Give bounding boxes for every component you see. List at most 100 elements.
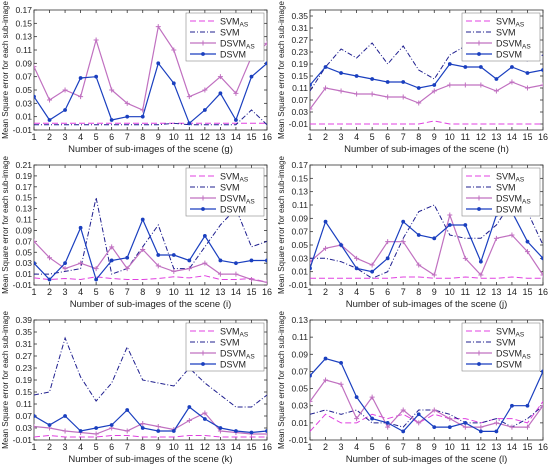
legend-marker (201, 52, 205, 56)
y-tick-label: 0.05 (15, 247, 32, 257)
x-tick-label: 7 (401, 287, 406, 297)
x-tick-label: 3 (339, 442, 344, 452)
data-point-marker (431, 272, 437, 278)
y-tick-label: 0.07 (15, 411, 32, 421)
series-line-svm-as (310, 276, 543, 279)
data-point-marker (187, 405, 192, 409)
data-point-marker (478, 65, 483, 69)
y-tick-label: 0.07 (15, 236, 32, 246)
data-point-marker (202, 260, 208, 266)
x-tick-label: 5 (370, 287, 375, 297)
y-tick-label: 0.35 (15, 327, 32, 337)
data-point-marker (339, 243, 343, 247)
data-point-marker (385, 420, 390, 425)
y-tick-label: 0.21 (15, 160, 32, 170)
data-point-marker (124, 266, 130, 272)
legend-label: SVMAS (220, 327, 249, 339)
x-tick-label: 6 (385, 287, 390, 297)
y-tick-label: 0.15 (15, 18, 32, 28)
x-tick-label: 6 (385, 442, 390, 452)
series-line-dsvm-as (34, 412, 267, 435)
y-tick-label: -0.01 (289, 435, 309, 445)
legend-marker (477, 52, 481, 56)
data-point-marker (233, 90, 239, 96)
x-axis-label: Number of sub-images of the scene (i) (70, 299, 232, 310)
data-point-marker (525, 239, 530, 244)
y-tick-label: 0.03 (15, 98, 32, 108)
data-point-marker (186, 418, 192, 423)
chart-panel-2: -0.01 0.03 0.07 0.11 0.15 0.19 0.23 0.27 0.31 0.3… (277, 1, 548, 155)
y-tick-label: -0.01 (13, 125, 33, 135)
x-tick-label: 7 (401, 442, 406, 452)
x-axis-label: Number of sub-images of the scene (j) (346, 299, 508, 310)
data-point-marker (385, 80, 390, 84)
x-tick-label: 1 (307, 442, 312, 452)
data-point-marker (462, 424, 468, 430)
data-point-marker (416, 86, 421, 90)
data-point-marker (385, 256, 390, 261)
data-point-marker (323, 219, 328, 224)
x-tick-label: 14 (507, 287, 517, 297)
data-point-marker (540, 82, 543, 88)
data-point-marker (524, 85, 530, 91)
data-point-marker (493, 420, 499, 426)
data-point-marker (525, 403, 530, 408)
data-point-marker (171, 81, 176, 86)
x-tick-label: 11 (185, 442, 194, 452)
data-point-marker (478, 82, 484, 88)
data-point-marker (338, 88, 344, 94)
data-point-marker (47, 118, 52, 122)
legend-label: DSVM (220, 360, 246, 370)
y-tick-label: 0.15 (291, 173, 308, 183)
data-point-marker (109, 244, 115, 250)
data-point-marker (385, 239, 391, 245)
legend-label: DSVM (496, 360, 522, 370)
series-line-svm-as (310, 401, 543, 432)
data-point-marker (34, 94, 36, 99)
y-tick-label: 0.03 (291, 107, 308, 117)
legend-marker (476, 350, 482, 356)
data-point-marker (416, 420, 422, 426)
data-point-marker (234, 429, 238, 433)
data-point-marker (524, 424, 530, 430)
data-point-marker (93, 37, 99, 43)
y-tick-label: 0.11 (16, 45, 32, 55)
y-tick-label: 0.09 (291, 213, 308, 223)
data-point-marker (432, 425, 437, 430)
data-point-marker (155, 263, 161, 269)
data-point-marker (431, 88, 437, 94)
data-point-marker (34, 261, 36, 266)
x-tick-label: 2 (323, 442, 328, 452)
data-point-marker (447, 425, 452, 430)
legend-marker (200, 40, 206, 46)
y-tick-label: 0.01 (291, 267, 308, 277)
y-tick-label: 0.23 (291, 47, 308, 57)
series-group (34, 336, 267, 438)
data-point-marker (93, 266, 99, 272)
data-point-marker (94, 277, 99, 282)
x-tick-label: 15 (522, 132, 532, 142)
data-point-marker (370, 416, 375, 421)
data-point-marker (234, 118, 238, 122)
data-point-marker (432, 83, 437, 87)
data-point-marker (186, 266, 192, 272)
x-tick-label: 13 (215, 442, 225, 452)
data-point-marker (265, 61, 267, 66)
data-point-marker (171, 268, 177, 274)
data-point-marker (218, 258, 223, 263)
data-point-marker (78, 260, 84, 266)
y-axis-label: Mean Square error for each sub-image (277, 156, 286, 294)
x-tick-label: 11 (185, 132, 194, 142)
series-line-svm (34, 109, 267, 126)
x-tick-label: 1 (307, 287, 312, 297)
x-tick-label: 12 (200, 442, 210, 452)
data-point-marker (109, 87, 115, 93)
data-point-marker (323, 245, 329, 251)
x-tick-label: 14 (231, 132, 241, 142)
data-point-marker (124, 428, 130, 434)
data-point-marker (369, 262, 375, 268)
data-point-marker (354, 74, 359, 78)
data-point-marker (125, 255, 130, 260)
